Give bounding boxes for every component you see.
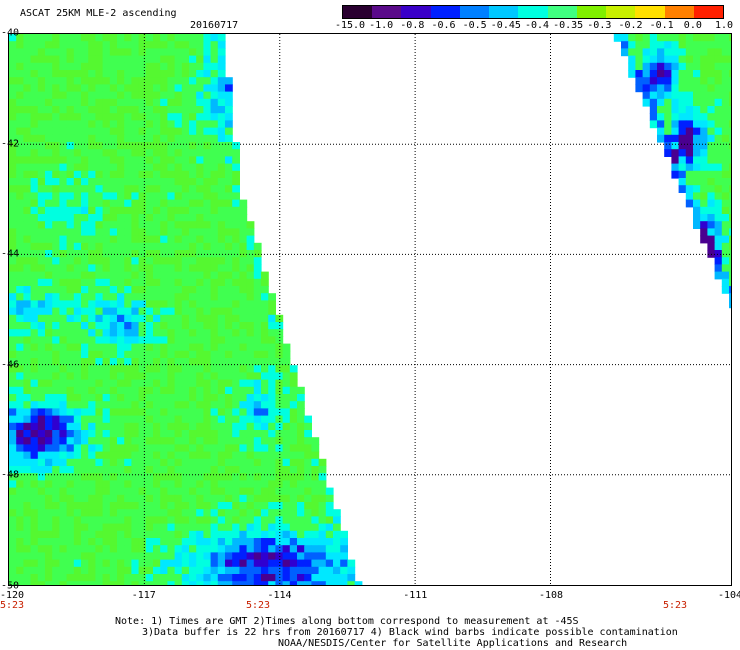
longitude-tick-label: -111 [403, 590, 428, 601]
note-line-1: Note: 1) Times are GMT 2)Times along bot… [115, 616, 579, 627]
colorbar-tick-label: -0.5 [462, 20, 487, 31]
colorbar-segment [401, 6, 431, 18]
longitude-tick-label: -117 [131, 590, 156, 601]
colorbar-tick-label: -1.0 [369, 20, 394, 31]
note-line-2: 3)Data buffer is 22 hrs from 20160717 4)… [142, 627, 678, 638]
longitude-tick-label: -104 [717, 590, 740, 601]
colorbar-segment [693, 6, 724, 18]
colorbar-segment [372, 6, 402, 18]
colorbar [342, 5, 724, 19]
latitude-tick-label: -40 [1, 27, 20, 39]
colorbar-tick-label: -0.3 [587, 20, 612, 31]
colorbar-tick-label: 0.0 [683, 20, 702, 31]
latitude-tick-label: -44 [1, 248, 20, 260]
latitude-tick-label: -46 [1, 359, 20, 371]
swath-field [9, 34, 731, 585]
colorbar-segment [343, 6, 373, 18]
longitude-tick-label: -108 [538, 590, 564, 601]
colorbar-segment [576, 6, 607, 18]
colorbar-tick-label: -0.2 [618, 20, 643, 31]
product-title: ASCAT 25KM MLE-2 ascending [20, 8, 177, 19]
colorbar-tick-label: 1.0 [714, 20, 734, 31]
map-plot [8, 33, 732, 586]
colorbar-tick-label: -0.1 [649, 20, 674, 31]
swath-time-label: 5:23 [0, 600, 25, 611]
latitude-tick-label: -50 [1, 580, 20, 592]
colorbar-tick-label: -0.35 [553, 20, 584, 31]
colorbar-segment [489, 6, 519, 18]
colorbar-tick-label: -0.4 [524, 20, 550, 31]
longitude-tick-label: -114 [267, 590, 292, 601]
colorbar-segment [664, 6, 694, 18]
colorbar-tick-label: -0.6 [431, 20, 456, 31]
swath-time-label: 5:23 [245, 600, 271, 611]
colorbar-segment [430, 6, 460, 18]
colorbar-tick-label: -0.45 [490, 20, 521, 31]
latitude-tick-label: -48 [1, 469, 20, 481]
longitude-tick-label: -120 [0, 590, 25, 601]
product-date: 20160717 [190, 20, 239, 31]
colorbar-segment [606, 6, 636, 18]
colorbar-segment [459, 6, 490, 18]
swath-time-label: 5:23 [662, 600, 688, 611]
colorbar-segment [518, 6, 548, 18]
colorbar-tick-label: -15.0 [334, 20, 366, 31]
note-line-3: NOAA/NESDIS/Center for Satellite Applica… [278, 638, 628, 649]
colorbar-segment [635, 6, 665, 18]
colorbar-tick-label: -0.8 [400, 20, 425, 31]
latitude-tick-label: -42 [1, 138, 20, 150]
colorbar-segment [547, 6, 577, 18]
